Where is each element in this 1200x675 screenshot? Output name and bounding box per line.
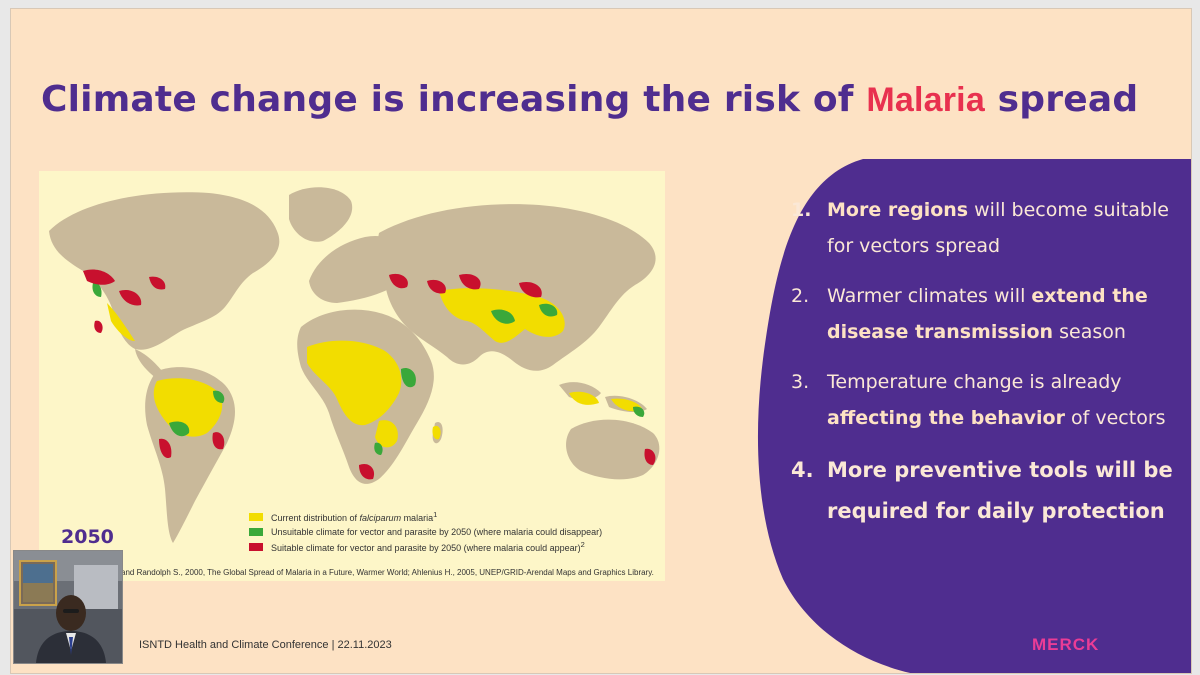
australia-landmass — [566, 419, 660, 480]
legend-label-suitable: Suitable climate for vector and parasite… — [271, 540, 585, 553]
asia-landmass — [377, 204, 656, 371]
slide: Climate change is increasing the risk of… — [10, 8, 1192, 674]
key-point-1-text: will become suitable for vectors spread — [827, 199, 1169, 257]
legend-label-current: Current distribution of falciparum malar… — [271, 510, 438, 523]
key-point-2-text-b: season — [1053, 321, 1126, 343]
unsuitable-2050-regions — [92, 282, 645, 455]
key-point-3-text-b: of vectors — [1064, 407, 1166, 429]
slide-title: Climate change is increasing the risk of… — [41, 79, 1138, 120]
key-point-2-text-a: Warmer climates will — [827, 285, 1032, 307]
legend-item-suitable: Suitable climate for vector and parasite… — [249, 539, 602, 554]
map-source-citation: and Randolph S., 2000, The Global Spread… — [121, 568, 654, 577]
world-map: Current distribution of falciparum malar… — [39, 171, 665, 581]
legend-label-unsuitable: Unsuitable climate for vector and parasi… — [271, 526, 603, 537]
speaker-webcam-video[interactable] — [13, 550, 123, 664]
key-point-2-number: 2. — [791, 285, 810, 307]
world-map-graphic — [49, 187, 660, 543]
key-point-4: 4. More preventive tools will be require… — [791, 450, 1179, 532]
key-point-1-number: 1. — [791, 199, 812, 221]
legend-swatch-yellow — [249, 512, 263, 521]
legend-swatch-red — [249, 542, 263, 551]
legend-item-current: Current distribution of falciparum malar… — [249, 509, 602, 524]
key-points-list: 1. More regions will become suitable for… — [791, 192, 1179, 546]
north-america-landmass — [49, 192, 280, 350]
key-point-3-bold: affecting the behavior — [827, 407, 1065, 429]
key-point-4-number: 4. — [791, 458, 814, 482]
map-legend: Current distribution of falciparum malar… — [249, 509, 602, 554]
legend-item-unsuitable: Unsuitable climate for vector and parasi… — [249, 524, 602, 539]
merck-logo: MERCK — [1032, 635, 1100, 654]
speaker-webcam-image — [14, 551, 122, 663]
key-point-2-bold: extend the disease transmission — [827, 285, 1148, 343]
greenland-landmass — [289, 187, 353, 242]
title-text-start: Climate change is increasing the risk of — [41, 79, 854, 120]
title-text-end: spread — [997, 79, 1139, 120]
year-label: 2050 — [61, 526, 114, 548]
key-point-3: 3. Temperature change is already affecti… — [791, 364, 1179, 436]
purple-panel-background — [757, 159, 1191, 673]
conference-footer: ISNTD Health and Climate Conference | 22… — [139, 639, 392, 651]
key-point-3-text-a: Temperature change is already — [827, 371, 1122, 393]
suitable-2050-regions — [83, 269, 656, 480]
key-point-2: 2. Warmer climates will extend the disea… — [791, 278, 1179, 350]
key-point-1: 1. More regions will become suitable for… — [791, 192, 1179, 264]
key-point-1-bold: More regions — [827, 199, 969, 221]
key-point-4-text: More preventive tools will be required f… — [827, 458, 1173, 523]
key-point-3-number: 3. — [791, 371, 810, 393]
title-highlight: Malaria — [866, 81, 985, 119]
legend-swatch-green — [249, 527, 263, 536]
